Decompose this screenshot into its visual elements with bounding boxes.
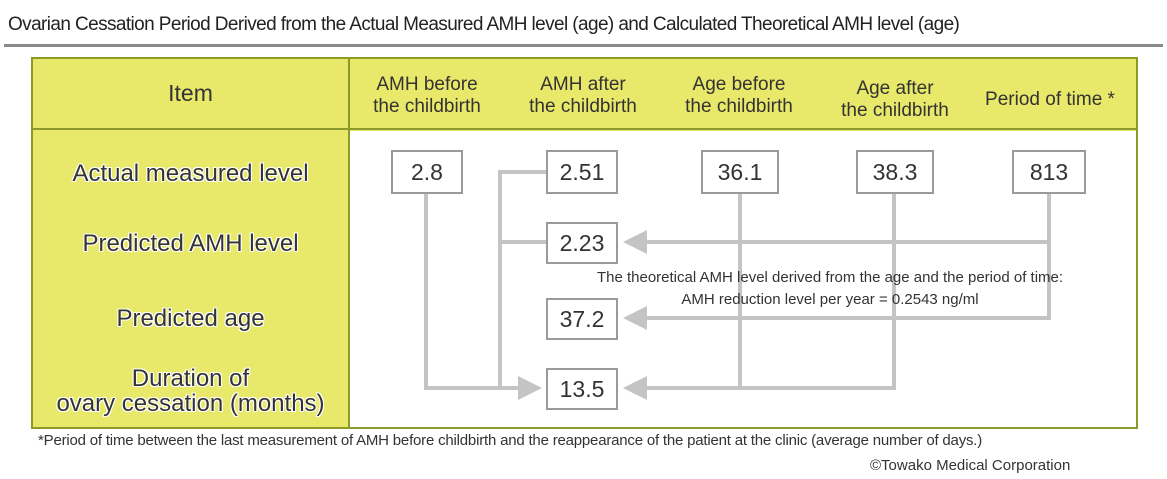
header-amh-before: AMH before the childbirth: [373, 74, 481, 117]
row-predicted-age: Predicted age: [116, 305, 265, 332]
footnote: *Period of time between the last measure…: [38, 432, 983, 449]
row-duration: Duration of ovary cessation (months): [56, 365, 325, 417]
row-predicted-amh: Predicted AMH level: [82, 230, 299, 257]
arrow-amh-after-to-duration: [498, 170, 546, 388]
row-label-column: [33, 59, 348, 427]
value-period: 813: [1012, 150, 1086, 194]
arrow-period-to-predicted-age: [623, 242, 1051, 330]
value-age-before: 36.1: [701, 150, 779, 194]
header-item: Item: [168, 80, 213, 106]
header-period: Period of time *: [985, 89, 1115, 110]
value-amh-after: 2.51: [546, 150, 618, 194]
copyright: ©Towako Medical Corporation: [870, 457, 1071, 474]
header-divider: [33, 128, 1136, 130]
diagram-title: Ovarian Cessation Period Derived from th…: [8, 14, 960, 35]
value-duration: 13.5: [546, 368, 618, 410]
value-predicted-amh: 2.23: [546, 222, 618, 264]
arrow-amh-before-to-duration: [424, 192, 542, 400]
value-predicted-age: 37.2: [546, 298, 618, 340]
header-age-after: Age after the childbirth: [841, 78, 949, 121]
column-divider: [348, 59, 350, 427]
value-age-after: 38.3: [856, 150, 934, 194]
formula-note-line2: AMH reduction level per year = 0.2543 ng…: [681, 291, 979, 308]
formula-note-line1: The theoretical AMH level derived from t…: [596, 269, 1064, 286]
title-underline: [4, 44, 1163, 47]
header-age-before: Age before the childbirth: [685, 74, 793, 117]
arrow-age-after-to-duration: [623, 192, 896, 400]
header-amh-after: AMH after the childbirth: [529, 74, 637, 117]
value-amh-before: 2.8: [391, 150, 463, 194]
arrow-period-to-predicted-amh: [623, 192, 1051, 254]
row-actual-measured: Actual measured level: [72, 160, 309, 187]
